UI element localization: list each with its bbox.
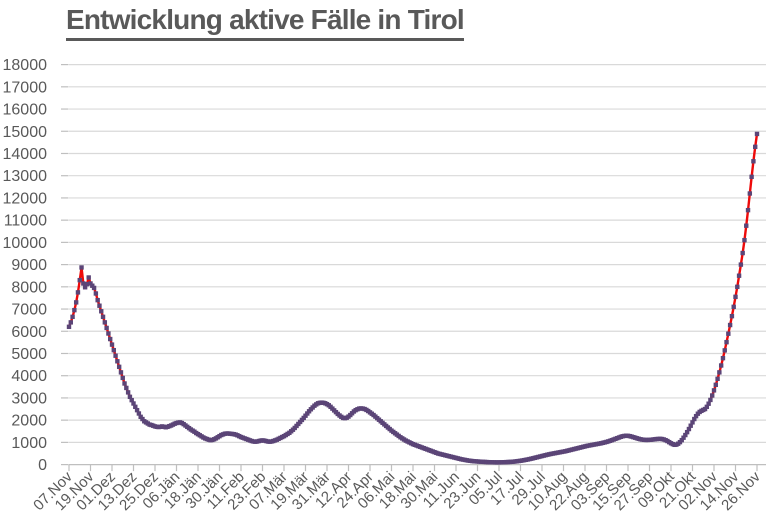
svg-text:10000: 10000	[3, 235, 48, 252]
svg-text:0: 0	[38, 457, 47, 474]
chart-title: Entwicklung aktive Fälle in Tirol	[66, 3, 465, 41]
svg-text:7000: 7000	[11, 302, 47, 319]
svg-text:3000: 3000	[11, 390, 47, 407]
svg-text:18000: 18000	[3, 57, 48, 74]
svg-text:11000: 11000	[4, 213, 47, 230]
svg-text:13000: 13000	[3, 168, 48, 185]
svg-text:16000: 16000	[3, 102, 48, 119]
svg-text:12000: 12000	[3, 190, 48, 207]
svg-text:1000: 1000	[11, 435, 47, 452]
data-markers	[66, 131, 760, 465]
y-gridlines	[61, 63, 766, 466]
svg-text:8000: 8000	[11, 279, 47, 296]
svg-text:15000: 15000	[3, 124, 48, 141]
svg-text:14000: 14000	[3, 146, 48, 163]
svg-text:5000: 5000	[11, 346, 47, 363]
x-ticks	[68, 464, 758, 472]
svg-text:6000: 6000	[11, 324, 47, 341]
data-line	[67, 132, 759, 464]
svg-text:9000: 9000	[11, 257, 47, 274]
svg-text:17000: 17000	[3, 79, 48, 96]
y-tick-labels: 0 1000 2000 3000 4000 5000 6000 7000 8000 9000 100…	[3, 57, 48, 474]
svg-text:4000: 4000	[11, 368, 47, 385]
x-tick-labels: 07.Nov19.Nov01.Dez13.Dez25.Dez06.Jän18.J…	[30, 468, 764, 514]
svg-text:2000: 2000	[11, 413, 47, 430]
